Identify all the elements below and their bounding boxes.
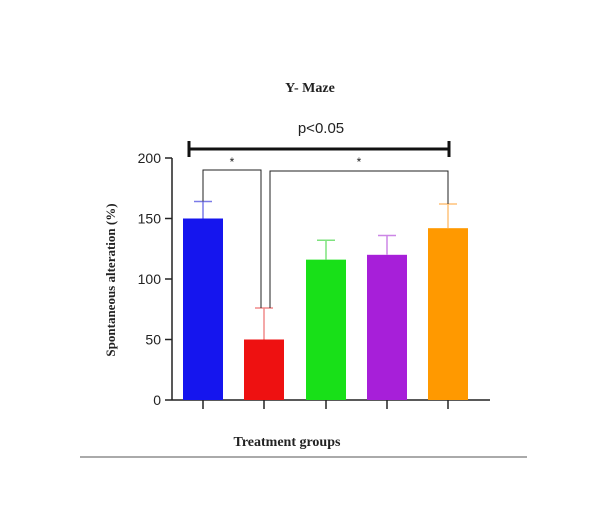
- comparison-bracket-1: [269, 170, 449, 309]
- bar-0: [183, 218, 223, 400]
- bar-1: [244, 339, 284, 400]
- bar-2: [306, 259, 346, 400]
- comparison-bracket-0: [202, 169, 262, 309]
- y-tick-label-0: 0: [153, 392, 161, 408]
- y-tick-label-3: 150: [138, 211, 162, 227]
- y-tick-label-1: 50: [145, 332, 161, 348]
- y-axis-label: Spontaneous alteration (%): [103, 203, 118, 356]
- x-axis-label: Treatment groups: [234, 435, 341, 450]
- significance-label: p<0.05: [298, 120, 344, 137]
- y-tick-label-2: 100: [138, 271, 162, 287]
- bar-3: [367, 254, 407, 400]
- comparison-star-1: *: [357, 155, 362, 169]
- chart-title: Y- Maze: [285, 81, 335, 96]
- y-tick-label-4: 200: [138, 150, 162, 166]
- bar-4: [428, 228, 468, 400]
- comparison-star-0: *: [230, 155, 235, 169]
